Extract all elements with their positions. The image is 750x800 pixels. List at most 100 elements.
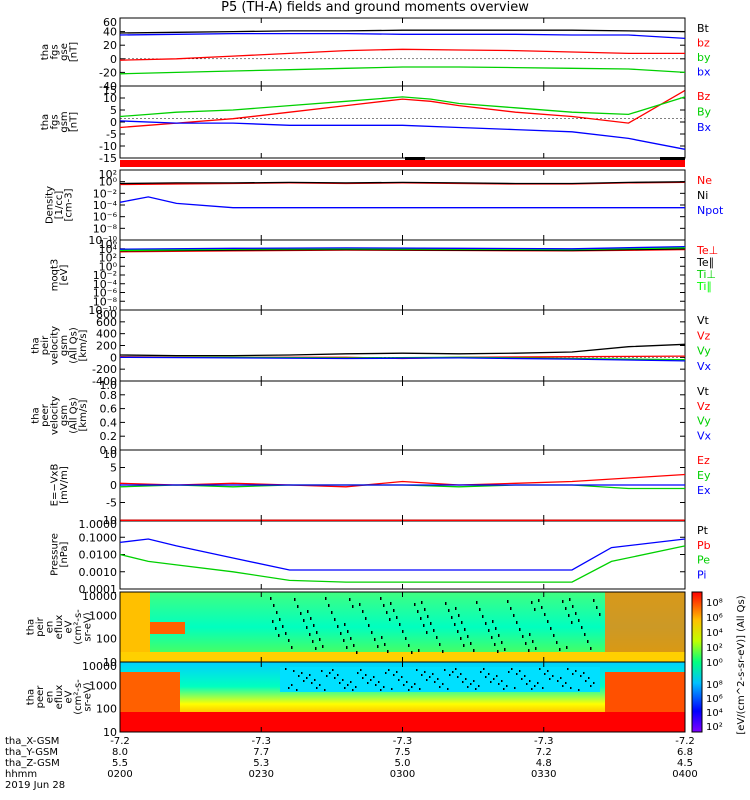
spectrogram-block (120, 592, 150, 662)
spectrogram-speckle (389, 618, 391, 621)
y-axis-label: eV (64, 620, 75, 633)
y-tick-label: 1.0000 (79, 518, 118, 531)
y-tick-label: 0.0 (100, 444, 118, 457)
spectrogram-speckle (306, 626, 308, 629)
y-tick-label: 1000 (89, 609, 117, 622)
spectrogram-speckle (525, 642, 527, 645)
spectrogram-speckle (539, 668, 541, 670)
colorbar-label: [eV/(cm^2-s-sr-eV)] (All Qs) (736, 595, 747, 734)
spectrogram-speckle (569, 598, 571, 601)
series-line-Pe (119, 545, 686, 583)
legend-label: Vz (697, 329, 711, 342)
y-axis-label: [eV] (59, 265, 70, 286)
spectrogram-speckle (403, 684, 405, 686)
spectrogram-speckle (583, 672, 585, 674)
y-tick-label: 10⁻² (93, 269, 117, 282)
spectrogram-speckle (508, 671, 510, 673)
spectrogram-speckle (519, 670, 521, 672)
spectrogram-speckle (485, 676, 487, 678)
y-tick-label: 60 (103, 16, 117, 29)
series-line-Vx (119, 356, 686, 362)
legend-label: Pt (697, 524, 709, 537)
y-tick-label: 10⁻¹⁰ (88, 304, 117, 317)
spectrogram-speckle (427, 615, 429, 618)
y-axis-label: peir (40, 335, 51, 355)
spectrogram-speckle (528, 649, 530, 652)
spectrogram-speckle (482, 615, 484, 618)
spectrogram-speckle (473, 649, 475, 652)
spectrogram-speckle (356, 651, 358, 654)
spectrogram-speckle (593, 599, 595, 602)
y-axis-label: sr-eV) (83, 612, 94, 641)
spectrogram-speckle (444, 669, 446, 671)
x-tick-label: 5.5 (112, 758, 128, 769)
spectrogram-speckle (350, 681, 352, 683)
spectrogram-speckle (334, 618, 336, 621)
x-tick-label: 4.8 (536, 758, 552, 769)
y-axis-label: peer (40, 403, 51, 427)
y-tick-label: 10⁻⁶ (93, 287, 118, 300)
legend-label: bz (697, 37, 710, 50)
spectrogram-speckle (329, 672, 331, 674)
y-axis-label: (cm²-s- (73, 609, 84, 645)
spectrogram-speckle (470, 642, 472, 645)
spectrogram-speckle (368, 624, 370, 627)
spectrogram-speckle (470, 683, 472, 685)
legend-label: Vx (697, 429, 712, 442)
colorbar-tick-label: 10⁸ (706, 598, 723, 609)
y-tick-label: 10² (99, 168, 117, 181)
y-tick-label: 10⁰ (99, 176, 118, 189)
spectrogram-speckle (306, 677, 308, 679)
x-tick-label: 8.0 (112, 747, 128, 758)
spectrogram-speckle (309, 674, 311, 676)
spectrogram-speckle (322, 645, 324, 648)
spectrogram-speckle (346, 646, 348, 649)
colorbar-tick-label: 10² (706, 722, 723, 733)
spectrogram-speckle (411, 651, 413, 654)
y-tick-label: 0.6 (100, 403, 118, 416)
x-tick-label: 7.7 (253, 747, 269, 758)
spectrogram-speckle (504, 648, 506, 651)
panel-frame (119, 380, 686, 451)
y-axis-label: velocity (49, 396, 60, 435)
spectrogram-speckle (432, 673, 434, 675)
x-tick-label: 0330 (531, 769, 556, 780)
x-tick-label: 7.5 (395, 747, 411, 758)
spectrogram-speckle (522, 635, 524, 638)
spectrogram-speckle (581, 626, 583, 629)
colorbar: 10⁸ 10⁶ 10⁴ 10² 10⁰ 10⁸ 10⁶ 10⁴ 10² [eV/(cm^2-s-s… (691, 591, 747, 735)
spectrogram-speckle (572, 605, 574, 608)
spectrogram-speckle (585, 680, 587, 682)
series-line-Bt (119, 29, 686, 34)
spectrogram-speckle (347, 684, 349, 686)
spectrogram-speckle (507, 600, 509, 603)
y-tick-label: -15 (99, 152, 117, 165)
spectrogram-speckle (448, 609, 450, 612)
spectrogram-speckle (414, 683, 416, 685)
spectrogram-speckle (461, 621, 463, 624)
spectrogram-speckle (408, 689, 410, 691)
spectrogram-speckle (593, 682, 595, 684)
y-axis-label: [nPa] (59, 541, 70, 567)
spectrogram-speckle (419, 688, 421, 690)
y-tick-label: 1000 (89, 679, 117, 692)
x-tick-label: 0230 (249, 769, 274, 780)
spectrogram-speckle (301, 672, 303, 674)
spectrogram-speckle (391, 688, 393, 690)
spectrogram-speckle (572, 673, 574, 675)
spectrogram-speckle (524, 675, 526, 677)
spectrogram-speckle (297, 605, 299, 608)
spectrogram-speckle (457, 630, 459, 633)
spectrogram-speckle (565, 682, 567, 684)
spectrogram-speckle (384, 643, 386, 646)
legend-label: Vz (697, 400, 711, 413)
series-line-Bz (119, 89, 686, 129)
spectrogram-speckle (383, 686, 385, 688)
x-axis-date: 2019 Jun 28 (5, 780, 65, 791)
legend-label: by (697, 51, 711, 64)
spectrogram-speckle (480, 671, 482, 673)
spectrogram-speckle (310, 617, 312, 620)
spectrogram-speckle (408, 644, 410, 647)
panel-peer_velocity: 1.00.80.60.40.20.0 thapeervelocitygsm(All… (30, 379, 711, 457)
